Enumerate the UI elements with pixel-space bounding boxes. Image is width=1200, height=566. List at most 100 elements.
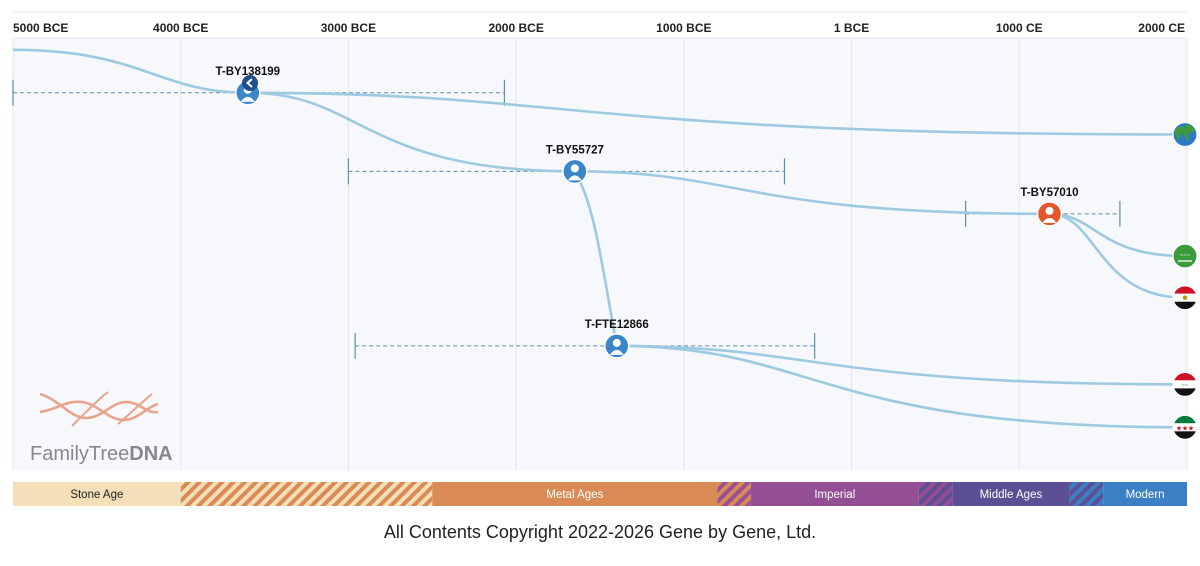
flag-stripe-black — [1173, 431, 1197, 440]
chevron-left-icon[interactable] — [245, 78, 253, 88]
age-label: Modern — [1126, 489, 1165, 501]
age-transition — [180, 482, 433, 506]
age-transition — [717, 482, 751, 506]
flag-stripe-white — [1173, 423, 1197, 432]
node-label: T-BY57010 — [1020, 187, 1078, 199]
age-imperial: Imperial — [750, 482, 919, 506]
x-tick-label: 1000 CE — [996, 21, 1043, 35]
age-segment — [717, 482, 751, 506]
link-t-by57010-saudi-arabia — [1049, 212, 1186, 258]
back-button[interactable] — [242, 75, 258, 91]
country-leaves: ~~~~~★ ★ ★ — [1172, 121, 1198, 440]
flag-iraq-icon[interactable]: ~~ — [1172, 371, 1198, 397]
age-metal-ages: Metal Ages — [432, 482, 718, 506]
icon-ring — [1172, 414, 1198, 440]
link-t-by55727-t-by57010 — [574, 170, 1050, 216]
copyright-text: All Contents Copyright 2022-2026 Gene by… — [383, 522, 817, 542]
flag-star: ★ — [1176, 424, 1182, 432]
flag-star: ★ — [1188, 424, 1194, 432]
flag-field — [1173, 244, 1197, 269]
x-axis-ticks: 5000 BCE 4000 BCE 3000 BCE 2000 BCE 1000 BCE… — [13, 21, 1185, 35]
back-button-circle[interactable] — [242, 75, 258, 91]
syria-icon-art: ★ ★ ★ — [1173, 415, 1197, 440]
person-icon-body — [609, 349, 624, 355]
lineage-links — [12, 48, 1186, 429]
flag-stripe-white — [1173, 380, 1197, 389]
node-t-by57010[interactable]: T-BY57010 — [1020, 187, 1079, 227]
age-modern: Modern — [1103, 482, 1187, 506]
flag-stripe-red — [1173, 372, 1197, 381]
node-label: T-BY138199 — [216, 66, 281, 78]
person-icon-head — [570, 164, 579, 173]
age-segment — [180, 482, 433, 506]
plot-area — [13, 12, 1187, 470]
logo-word-dna: DNA — [129, 443, 172, 465]
x-tick-label: 3000 BCE — [321, 21, 376, 35]
node-t-fte12866[interactable]: T-FTE12866 — [585, 319, 649, 359]
icon-ring — [1172, 285, 1198, 311]
link-t-by138199-world — [247, 91, 1186, 136]
globe-land — [1175, 126, 1186, 141]
flag-saudi-arabia-icon[interactable]: ~~~ — [1172, 243, 1198, 269]
flag-star: ★ — [1182, 424, 1188, 432]
flag-stripe-green — [1173, 415, 1197, 424]
iraq-icon-art: ~~ — [1173, 372, 1197, 397]
node-label: T-FTE12866 — [585, 319, 649, 331]
flag-script: ~~~ — [1180, 253, 1191, 259]
link-origin-t-by138199 — [12, 48, 248, 95]
link-t-by138199-t-by55727 — [247, 91, 575, 173]
plot-background — [13, 11, 1187, 470]
world-icon-art — [1173, 122, 1197, 147]
node-t-by55727[interactable]: T-BY55727 — [546, 144, 604, 185]
age-label: Metal Ages — [546, 489, 603, 501]
flag-stripe-red — [1173, 285, 1197, 294]
svg-text:FamilyTreeDNA: FamilyTreeDNA — [30, 443, 173, 465]
flag-emblem — [1182, 295, 1188, 300]
x-tick-label: 1 BCE — [834, 21, 869, 35]
flag-stripe-black — [1173, 388, 1197, 397]
age-label: Stone Age — [70, 489, 123, 501]
link-t-by57010-egypt — [1049, 212, 1186, 300]
age-middle-ages: Middle Ages — [952, 482, 1070, 506]
age-label: Imperial — [814, 489, 855, 501]
dna-helix-icon — [39, 391, 159, 427]
icon-ring — [1172, 243, 1198, 269]
x-tick-label: 1000 BCE — [656, 21, 711, 35]
age-transition — [918, 482, 953, 506]
flag-syria-icon[interactable]: ★ ★ ★ — [1172, 414, 1198, 440]
egypt-icon-art — [1173, 285, 1197, 310]
age-stone-age: Stone Age — [13, 482, 181, 506]
person-icon-body — [240, 96, 255, 102]
flag-stripe-black — [1173, 301, 1197, 310]
familytreedna-logo: FamilyTreeDNA — [30, 391, 173, 465]
x-tick-label: 4000 BCE — [153, 21, 208, 35]
x-tick-label: 5000 BCE — [13, 21, 68, 35]
age-segment — [1069, 482, 1104, 506]
age-segment — [918, 482, 953, 506]
age-segment — [750, 482, 919, 506]
globe-land — [1183, 124, 1195, 142]
icon-ring — [1172, 371, 1198, 397]
person-icon-body — [567, 175, 582, 181]
age-segment — [432, 482, 718, 506]
globe-icon[interactable] — [1172, 121, 1198, 148]
age-segment — [952, 482, 1070, 506]
person-icon-head — [1045, 206, 1054, 215]
logo-word-familytree: FamilyTree — [30, 443, 129, 465]
ci-t-fte12866 — [354, 332, 816, 359]
link-t-by55727-t-fte12866 — [573, 170, 619, 347]
person-icon-body — [1042, 217, 1057, 223]
saudi-arabia-icon-art: ~~~ — [1173, 244, 1197, 269]
flag-egypt-icon[interactable] — [1172, 285, 1198, 311]
flag-script: ~~ — [1181, 383, 1189, 389]
age-label: Middle Ages — [980, 489, 1043, 501]
x-tick-label: 2000 BCE — [488, 21, 543, 35]
timeline-svg: 5000 BCE 4000 BCE 3000 BCE 2000 BCE 1000 BCE… — [12, 11, 1198, 506]
person-icon-head — [612, 338, 621, 347]
age-segment — [13, 482, 181, 506]
ages-bar: Stone Age Metal Ages Imperial Middle Ages Mo… — [13, 482, 1187, 506]
link-t-fte12866-syria — [616, 344, 1186, 429]
haplogroup-nodes: T-BY138199 T-BY55727 T-BY57010 T-FTE12866 — [216, 66, 1079, 359]
axis-header — [13, 12, 1187, 38]
